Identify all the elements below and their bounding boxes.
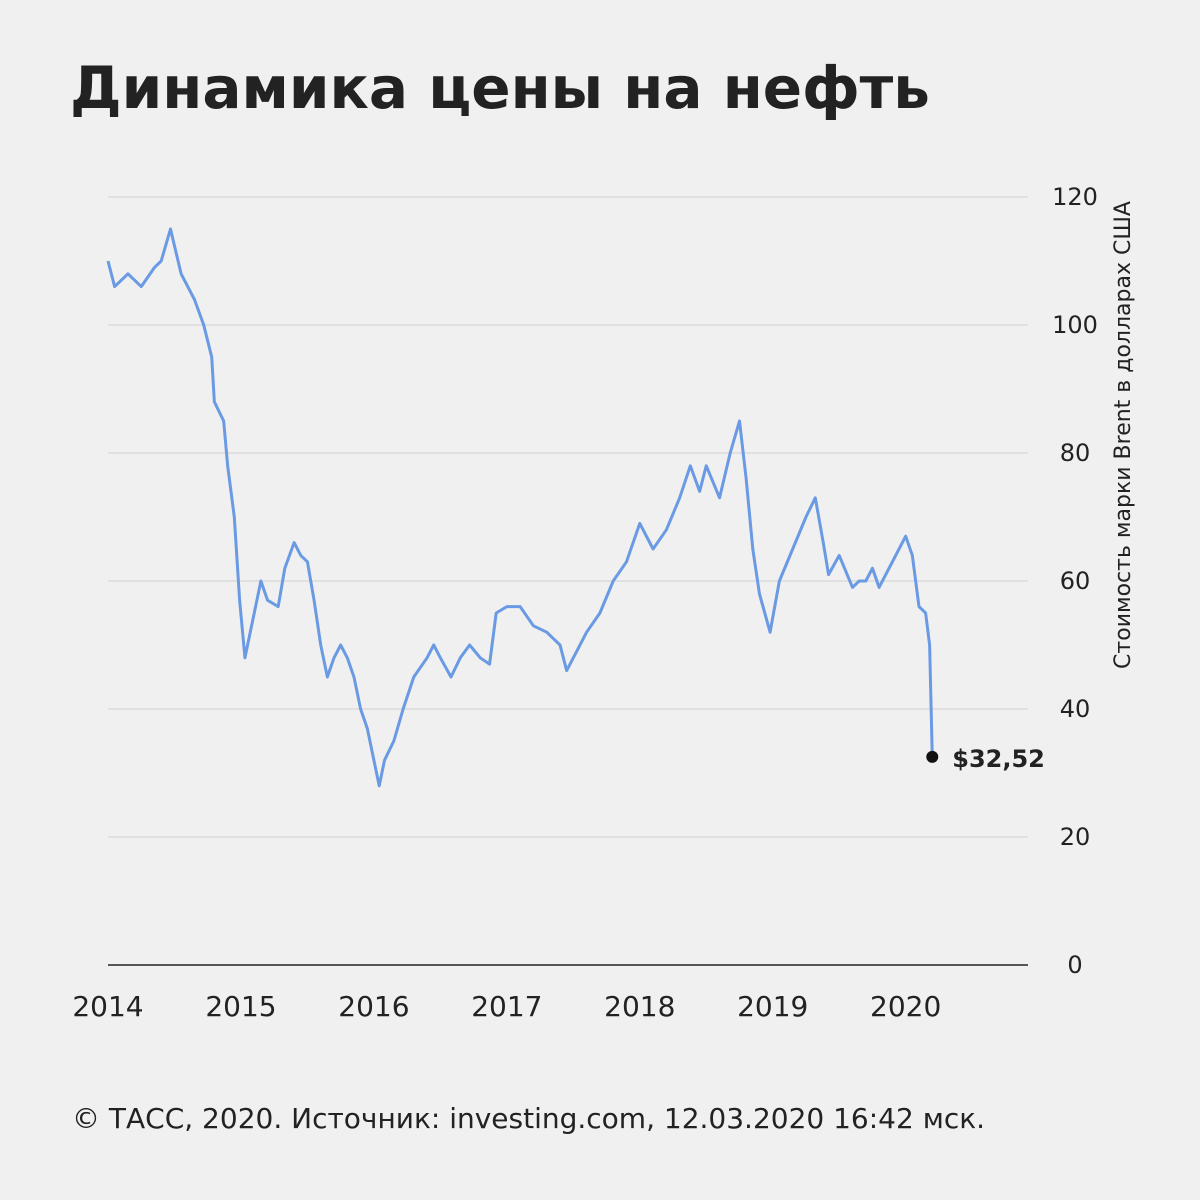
y-tick-label: 100 [1052,311,1098,339]
end-point [926,750,939,763]
x-tick-label: 2020 [870,990,941,1023]
end-point-label: $32,52 [952,745,1045,773]
x-tick-label: 2018 [604,990,675,1023]
y-tick-label: 20 [1060,823,1091,851]
x-tick-label: 2019 [737,990,808,1023]
price-line [106,227,934,788]
x-tick-label: 2016 [338,990,409,1023]
y-tick-label: 80 [1060,439,1091,467]
y-tick-label: 120 [1052,183,1098,211]
y-tick-label: 40 [1060,695,1091,723]
x-tick-label: 2017 [471,990,542,1023]
chart-title: Динамика цены на нефть [70,54,930,122]
y-tick-label: 60 [1060,567,1091,595]
y-axis-label: Стоимость марки Brent в долларах США [1111,201,1136,669]
x-tick-label: 2014 [72,990,143,1023]
x-tick-label: 2015 [205,990,276,1023]
footer: © ТАСС, 2020. Источник: investing.com, 1… [72,1102,985,1135]
y-tick-label: 0 [1067,951,1082,979]
